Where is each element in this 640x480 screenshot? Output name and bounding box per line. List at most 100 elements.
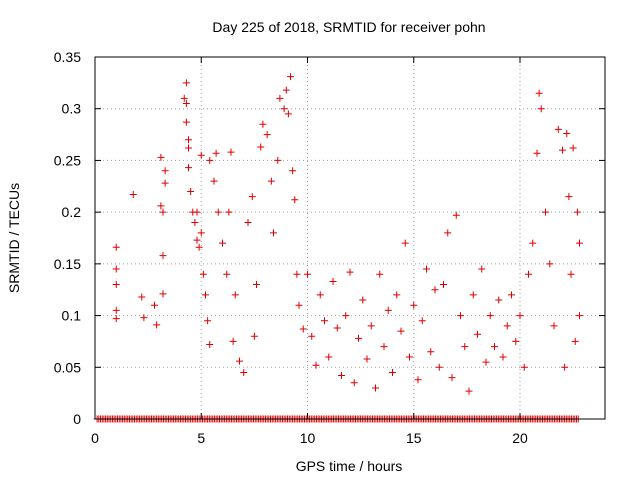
data-point	[427, 348, 435, 356]
y-axis-ticks: 0 0.05 0.1 0.15 0.2 0.25 0.3 0.35	[54, 49, 605, 427]
data-point	[270, 229, 277, 237]
x-tick-label: 5	[197, 430, 205, 446]
data-point	[461, 343, 469, 351]
data-point	[576, 239, 583, 247]
data-point	[197, 151, 205, 159]
data-point	[372, 384, 379, 392]
data-point	[229, 337, 237, 345]
data-point	[559, 146, 566, 154]
data-point	[503, 322, 511, 330]
y-tick-label: 0	[73, 411, 81, 427]
data-point	[295, 301, 303, 309]
data-point	[185, 144, 192, 152]
data-point	[289, 167, 297, 175]
data-point	[563, 130, 571, 138]
data-point	[367, 322, 375, 330]
data-point	[576, 312, 583, 320]
data-point	[520, 363, 528, 371]
plot-frame	[94, 56, 606, 420]
data-point	[333, 324, 341, 332]
data-point	[291, 196, 299, 204]
data-point	[561, 363, 569, 371]
data-point	[157, 202, 165, 210]
y-tick-label: 0.35	[54, 49, 81, 65]
data-point	[161, 167, 169, 175]
data-point	[554, 125, 562, 133]
data-point	[316, 291, 324, 299]
data-point	[151, 301, 158, 309]
data-point	[257, 143, 265, 151]
data-point	[516, 312, 524, 320]
data-point	[138, 293, 146, 301]
data-point	[263, 131, 271, 139]
data-point	[308, 332, 316, 340]
data-point	[312, 361, 320, 369]
data-point	[569, 144, 577, 152]
data-point	[571, 337, 579, 345]
data-point	[325, 353, 333, 361]
data-point	[363, 355, 371, 363]
x-tick-label: 15	[406, 430, 422, 446]
data-point	[410, 301, 418, 309]
chart-title: Day 225 of 2018, SRMTID for receiver poh…	[212, 19, 485, 35]
x-tick-label: 0	[91, 430, 99, 446]
y-tick-label: 0.2	[62, 204, 82, 220]
data-point	[350, 379, 358, 387]
data-point	[537, 105, 545, 113]
data-point	[225, 208, 233, 216]
grid-layer	[95, 57, 605, 419]
data-point	[469, 291, 477, 299]
data-point	[393, 291, 401, 299]
data-point	[342, 312, 350, 320]
data-point	[535, 89, 543, 97]
data-point	[495, 296, 503, 304]
data-point	[159, 252, 167, 260]
data-point	[431, 286, 439, 294]
data-point	[112, 243, 120, 251]
data-point	[321, 317, 328, 325]
data-point	[182, 79, 190, 87]
data-point	[227, 148, 235, 156]
data-point	[546, 260, 554, 268]
data-point	[565, 193, 573, 201]
data-point	[193, 236, 201, 244]
data-point	[491, 343, 498, 351]
data-point	[573, 208, 581, 216]
data-point	[406, 353, 413, 361]
data-point	[195, 243, 203, 251]
data-point	[435, 363, 443, 371]
data-point	[533, 149, 541, 157]
data-point	[280, 105, 288, 113]
data-point	[284, 110, 292, 118]
data-point	[440, 281, 447, 289]
data-point	[253, 281, 260, 289]
data-point	[240, 368, 248, 376]
data-point	[199, 270, 207, 278]
data-point	[202, 291, 209, 299]
data-point	[206, 156, 214, 164]
data-point	[112, 306, 120, 314]
data-point	[346, 268, 354, 276]
data-point	[448, 374, 456, 382]
data-point	[259, 120, 267, 128]
data-point	[112, 281, 120, 289]
data-point	[499, 353, 507, 361]
data-point	[414, 376, 422, 384]
data-point	[423, 265, 430, 273]
data-point	[161, 179, 169, 187]
data-point	[219, 239, 226, 247]
x-tick-label: 10	[300, 430, 316, 446]
data-point	[212, 149, 220, 157]
data-point	[512, 337, 520, 345]
data-point	[465, 387, 473, 395]
data-point	[482, 358, 490, 366]
data-points-layer	[112, 73, 583, 395]
data-point	[457, 312, 464, 320]
data-point	[187, 187, 195, 195]
data-point	[210, 177, 218, 185]
data-point	[185, 164, 192, 172]
data-point	[355, 334, 362, 342]
data-point	[197, 229, 205, 237]
data-point	[204, 317, 212, 325]
data-point	[244, 218, 252, 226]
